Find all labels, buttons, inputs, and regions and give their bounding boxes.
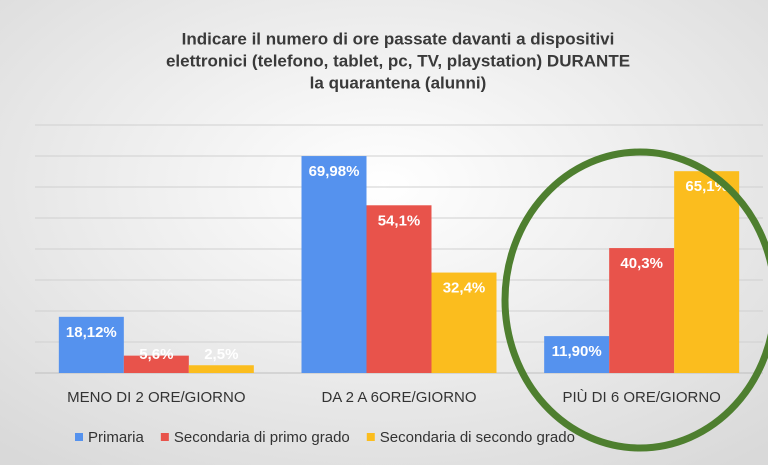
value-label: 54,1%: [378, 212, 421, 229]
value-label: 5,6%: [139, 346, 173, 363]
bar: [609, 248, 675, 373]
bar: [431, 272, 497, 373]
value-label: 11,90%: [552, 343, 602, 360]
chart-title: elettronici (telefono, tablet, pc, TV, p…: [166, 51, 630, 70]
value-label: 2,5%: [204, 346, 238, 363]
bar: [301, 156, 367, 373]
bar: [58, 316, 124, 373]
value-label: 40,3%: [620, 255, 663, 272]
annotation-circle: [501, 148, 768, 452]
x-tick-label: MENO DI 2 ORE/GIORNO: [67, 389, 245, 406]
plot: MENO DI 2 ORE/GIORNO 18,12% 5,6% 2,5% DA 2 A…: [35, 124, 763, 406]
bar: [188, 365, 254, 373]
legend-label: Primaria: [88, 429, 144, 446]
chart-title: Indicare il numero di ore passate davant…: [182, 29, 615, 48]
chart-title: la quarantena (alunni): [310, 73, 487, 92]
legend-label: Secondaria di primo grado: [174, 429, 350, 446]
legend: Primaria Secondaria di primo grado Seconda…: [75, 429, 575, 446]
bar: [123, 355, 189, 373]
x-tick-label: DA 2 A 6ORE/GIORNO: [321, 389, 476, 406]
value-label: 18,12%: [66, 324, 117, 341]
bar: [544, 336, 610, 373]
legend-swatch: [366, 433, 375, 441]
legend-label: Secondaria di secondo grado: [380, 429, 575, 446]
value-label: 32,4%: [443, 280, 486, 297]
value-label: 69,98%: [309, 163, 360, 180]
legend-swatch: [75, 433, 83, 441]
bar: [366, 205, 432, 373]
legend-swatch: [160, 433, 169, 441]
bar: [674, 171, 740, 373]
x-tick-label: PIÙ DI 6 ORE/GIORNO: [562, 389, 720, 406]
